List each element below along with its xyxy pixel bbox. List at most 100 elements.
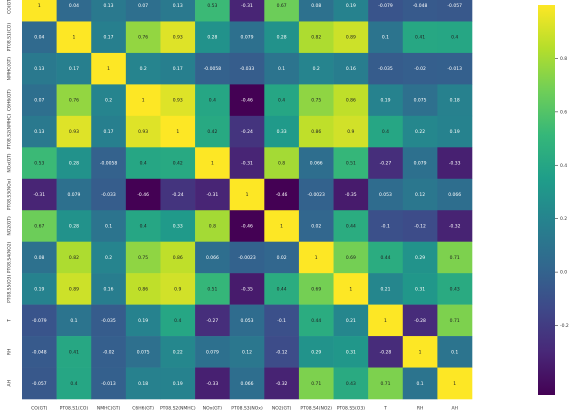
cell-label: 0.44 xyxy=(380,255,390,261)
heatmap-cell xyxy=(368,0,404,22)
heatmap-cell xyxy=(56,210,92,242)
heatmap-cell xyxy=(437,304,473,337)
heatmap-cell xyxy=(22,84,57,117)
heatmap-cell xyxy=(195,367,230,400)
cell-label: -0.24 xyxy=(172,192,184,198)
heatmap-cell xyxy=(22,0,57,22)
cell-label: 0.17 xyxy=(104,129,114,135)
y-tick-label: RH xyxy=(7,349,13,356)
heatmap-cell xyxy=(437,241,473,274)
heatmap-cell xyxy=(22,336,57,368)
heatmap-cell xyxy=(402,304,438,337)
cell-label: 0.17 xyxy=(173,66,183,72)
cell-label: 0.16 xyxy=(104,286,114,292)
heatmap-cell xyxy=(22,367,57,400)
cell-label: 0.69 xyxy=(346,255,356,261)
cell-label: 0.9 xyxy=(174,286,181,292)
heatmap-cell xyxy=(402,52,438,85)
heatmap-cell xyxy=(333,115,369,148)
cell-label: -0.02 xyxy=(414,66,426,72)
cell-label: 0.17 xyxy=(69,66,79,72)
heatmap-cell xyxy=(437,0,473,22)
heatmap-cell xyxy=(195,210,230,242)
heatmap-cell xyxy=(160,336,196,368)
cell-label: 0.2 xyxy=(140,66,147,72)
cell-label: -0.12 xyxy=(414,223,426,229)
cell-label: 0.4 xyxy=(174,318,181,324)
cell-label: 0.075 xyxy=(414,98,427,104)
heatmap-cell xyxy=(56,367,92,400)
cell-label: 0.4 xyxy=(70,381,77,387)
colorbar-tick-label: 0.2 xyxy=(560,216,567,222)
heatmap-cell xyxy=(229,115,265,148)
cell-label: 0.93 xyxy=(138,129,148,135)
cell-label: -0.46 xyxy=(241,223,253,229)
cell-label: 0.43 xyxy=(346,381,356,387)
heatmap-cell xyxy=(56,241,92,274)
cell-label: 0.066 xyxy=(206,255,219,261)
heatmap-cell xyxy=(333,147,369,180)
heatmap-cell xyxy=(91,84,127,117)
heatmap-cell xyxy=(264,115,300,148)
heatmap-cell xyxy=(195,336,230,368)
cell-label: 0.19 xyxy=(173,381,183,387)
heatmap-cell xyxy=(56,84,92,117)
heatmap-cell xyxy=(160,21,196,54)
heatmap-cell xyxy=(402,273,438,305)
cell-label: -0.0058 xyxy=(204,66,222,72)
y-tick-label: C6H6(GT) xyxy=(7,89,13,111)
heatmap-cell xyxy=(91,0,127,22)
cell-label: -0.048 xyxy=(32,349,47,355)
cell-label: 0.19 xyxy=(450,129,460,135)
heatmap-cell xyxy=(56,147,92,180)
heatmap-cell xyxy=(368,147,404,180)
x-tick-label: RH xyxy=(417,406,424,412)
heatmap-cell xyxy=(298,52,334,85)
heatmap-cell xyxy=(437,52,473,85)
cell-label: -0.24 xyxy=(241,129,253,135)
heatmap-cell xyxy=(368,241,404,274)
heatmap-cell xyxy=(437,147,473,180)
cell-label: 0.21 xyxy=(380,286,390,292)
cell-label: 0.066 xyxy=(310,161,323,167)
cell-label: 0.4 xyxy=(140,223,147,229)
heatmap-cell xyxy=(22,241,57,274)
cell-label: 0.12 xyxy=(415,192,425,198)
x-tick-label: NO2(GT) xyxy=(272,406,292,412)
x-tick-label: CO(GT) xyxy=(31,406,48,412)
cell-label: 0.28 xyxy=(69,161,79,167)
y-tick-label: PT08.S1(CO) xyxy=(7,23,13,52)
cell-label: 0.19 xyxy=(380,98,390,104)
cell-label: 0.71 xyxy=(380,381,390,387)
cell-label: 0.21 xyxy=(346,318,356,324)
cell-label: 0.04 xyxy=(69,3,79,9)
heatmap-cell xyxy=(298,178,334,211)
heatmap-cell xyxy=(264,336,300,368)
cell-label: -0.28 xyxy=(380,349,392,355)
cell-label: 0.1 xyxy=(278,66,285,72)
heatmap-cell xyxy=(229,304,265,337)
cell-label: -0.035 xyxy=(378,66,393,72)
heatmap-cell xyxy=(402,210,438,242)
cell-label: -0.013 xyxy=(101,381,116,387)
cell-label: 0.76 xyxy=(138,35,148,41)
cell-label: 0.93 xyxy=(173,98,183,104)
cell-label: -0.033 xyxy=(101,192,116,198)
cell-label: 0.08 xyxy=(34,255,44,261)
cell-label: 0.51 xyxy=(346,161,356,167)
heatmap-cell xyxy=(402,84,438,117)
x-tick-label: PT08.S1(CO) xyxy=(60,406,89,412)
cell-label: 0.29 xyxy=(415,255,425,261)
cell-label: 0.07 xyxy=(138,3,148,9)
cell-label: 0.02 xyxy=(277,255,287,261)
heatmap-cell xyxy=(229,21,265,54)
heatmap-cell xyxy=(368,115,404,148)
cell-label: 0.1 xyxy=(105,223,112,229)
y-tick-label: PT08.S3(NOx) xyxy=(7,179,13,211)
heatmap-cell xyxy=(368,304,404,337)
heatmap-cell xyxy=(229,336,265,368)
x-tick-label: NOx(GT) xyxy=(203,406,222,412)
cell-label: 0.053 xyxy=(379,192,392,198)
cell-label: 0.4 xyxy=(278,98,285,104)
